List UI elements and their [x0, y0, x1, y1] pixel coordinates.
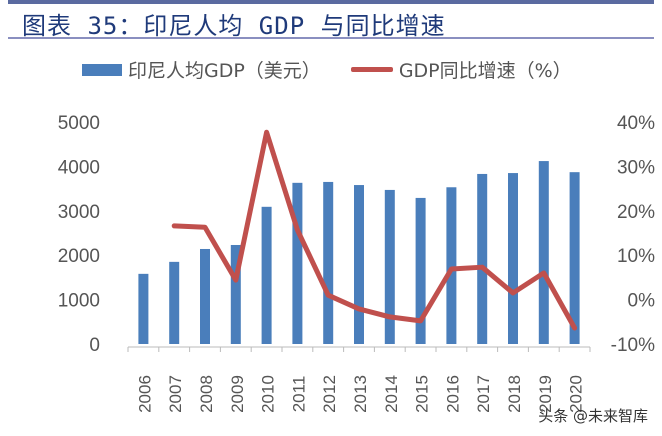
x-tick-label: 2019 — [536, 375, 555, 413]
bar — [538, 161, 549, 344]
x-tick-label: 2008 — [197, 375, 216, 413]
x-tick-label: 2007 — [166, 375, 185, 413]
title-rule — [8, 37, 654, 39]
x-tick-label: 2015 — [413, 375, 432, 413]
x-tick-label: 2012 — [320, 375, 339, 413]
bar — [169, 261, 180, 344]
y-left-tick-label: 5000 — [58, 113, 100, 134]
bar — [569, 172, 580, 344]
x-tick-label: 2010 — [259, 375, 278, 413]
bar — [200, 248, 210, 344]
bar — [477, 173, 488, 344]
bar — [384, 189, 395, 344]
bar — [508, 173, 518, 344]
bar — [261, 206, 272, 344]
bar — [354, 185, 364, 344]
y-right-tick-label: 10% — [617, 246, 655, 267]
y-right-tick-label: 0% — [628, 291, 656, 312]
bar — [138, 273, 149, 344]
bar — [323, 181, 334, 344]
legend-swatch-bar — [82, 63, 122, 76]
bar — [230, 244, 241, 344]
y-left-tick-label: 4000 — [58, 157, 100, 178]
legend-label-growth: GDP同比增速（%） — [398, 60, 572, 82]
watermark: 头条 @未来智库 — [538, 407, 648, 425]
bar — [292, 182, 303, 344]
y-right-tick-label: 40% — [617, 113, 655, 134]
y-right-tick-label: 20% — [617, 202, 655, 223]
x-tick-label: 2018 — [505, 375, 524, 413]
bar — [415, 197, 426, 344]
chart-title: 图表 35：印尼人均 GDP 与同比增速 — [22, 12, 446, 40]
top-rule — [8, 0, 654, 4]
y-left-tick-label: 0 — [89, 335, 100, 356]
x-tick-label: 2009 — [228, 375, 247, 413]
x-tick-label: 2006 — [135, 375, 154, 413]
bar — [446, 187, 457, 344]
y-right-tick-label: -10% — [611, 335, 655, 356]
legend-label-gdp: 印尼人均GDP（美元） — [128, 60, 321, 82]
x-tick-label: 2020 — [567, 375, 586, 413]
legend-swatch-line — [350, 67, 393, 72]
y-left-tick-label: 3000 — [58, 202, 100, 223]
x-tick-label: 2014 — [382, 375, 401, 413]
y-right-tick-label: 30% — [617, 157, 655, 178]
y-left-tick-label: 2000 — [58, 246, 100, 267]
x-tick-label: 2016 — [443, 375, 462, 413]
legend: 印尼人均GDP（美元） GDP同比增速（%） — [82, 56, 572, 83]
x-tick-label: 2013 — [351, 375, 370, 413]
y-left-tick-label: 1000 — [58, 291, 100, 312]
x-tick-label: 2011 — [289, 376, 308, 413]
x-tick-label: 2017 — [474, 375, 493, 413]
growth-line — [171, 129, 578, 331]
